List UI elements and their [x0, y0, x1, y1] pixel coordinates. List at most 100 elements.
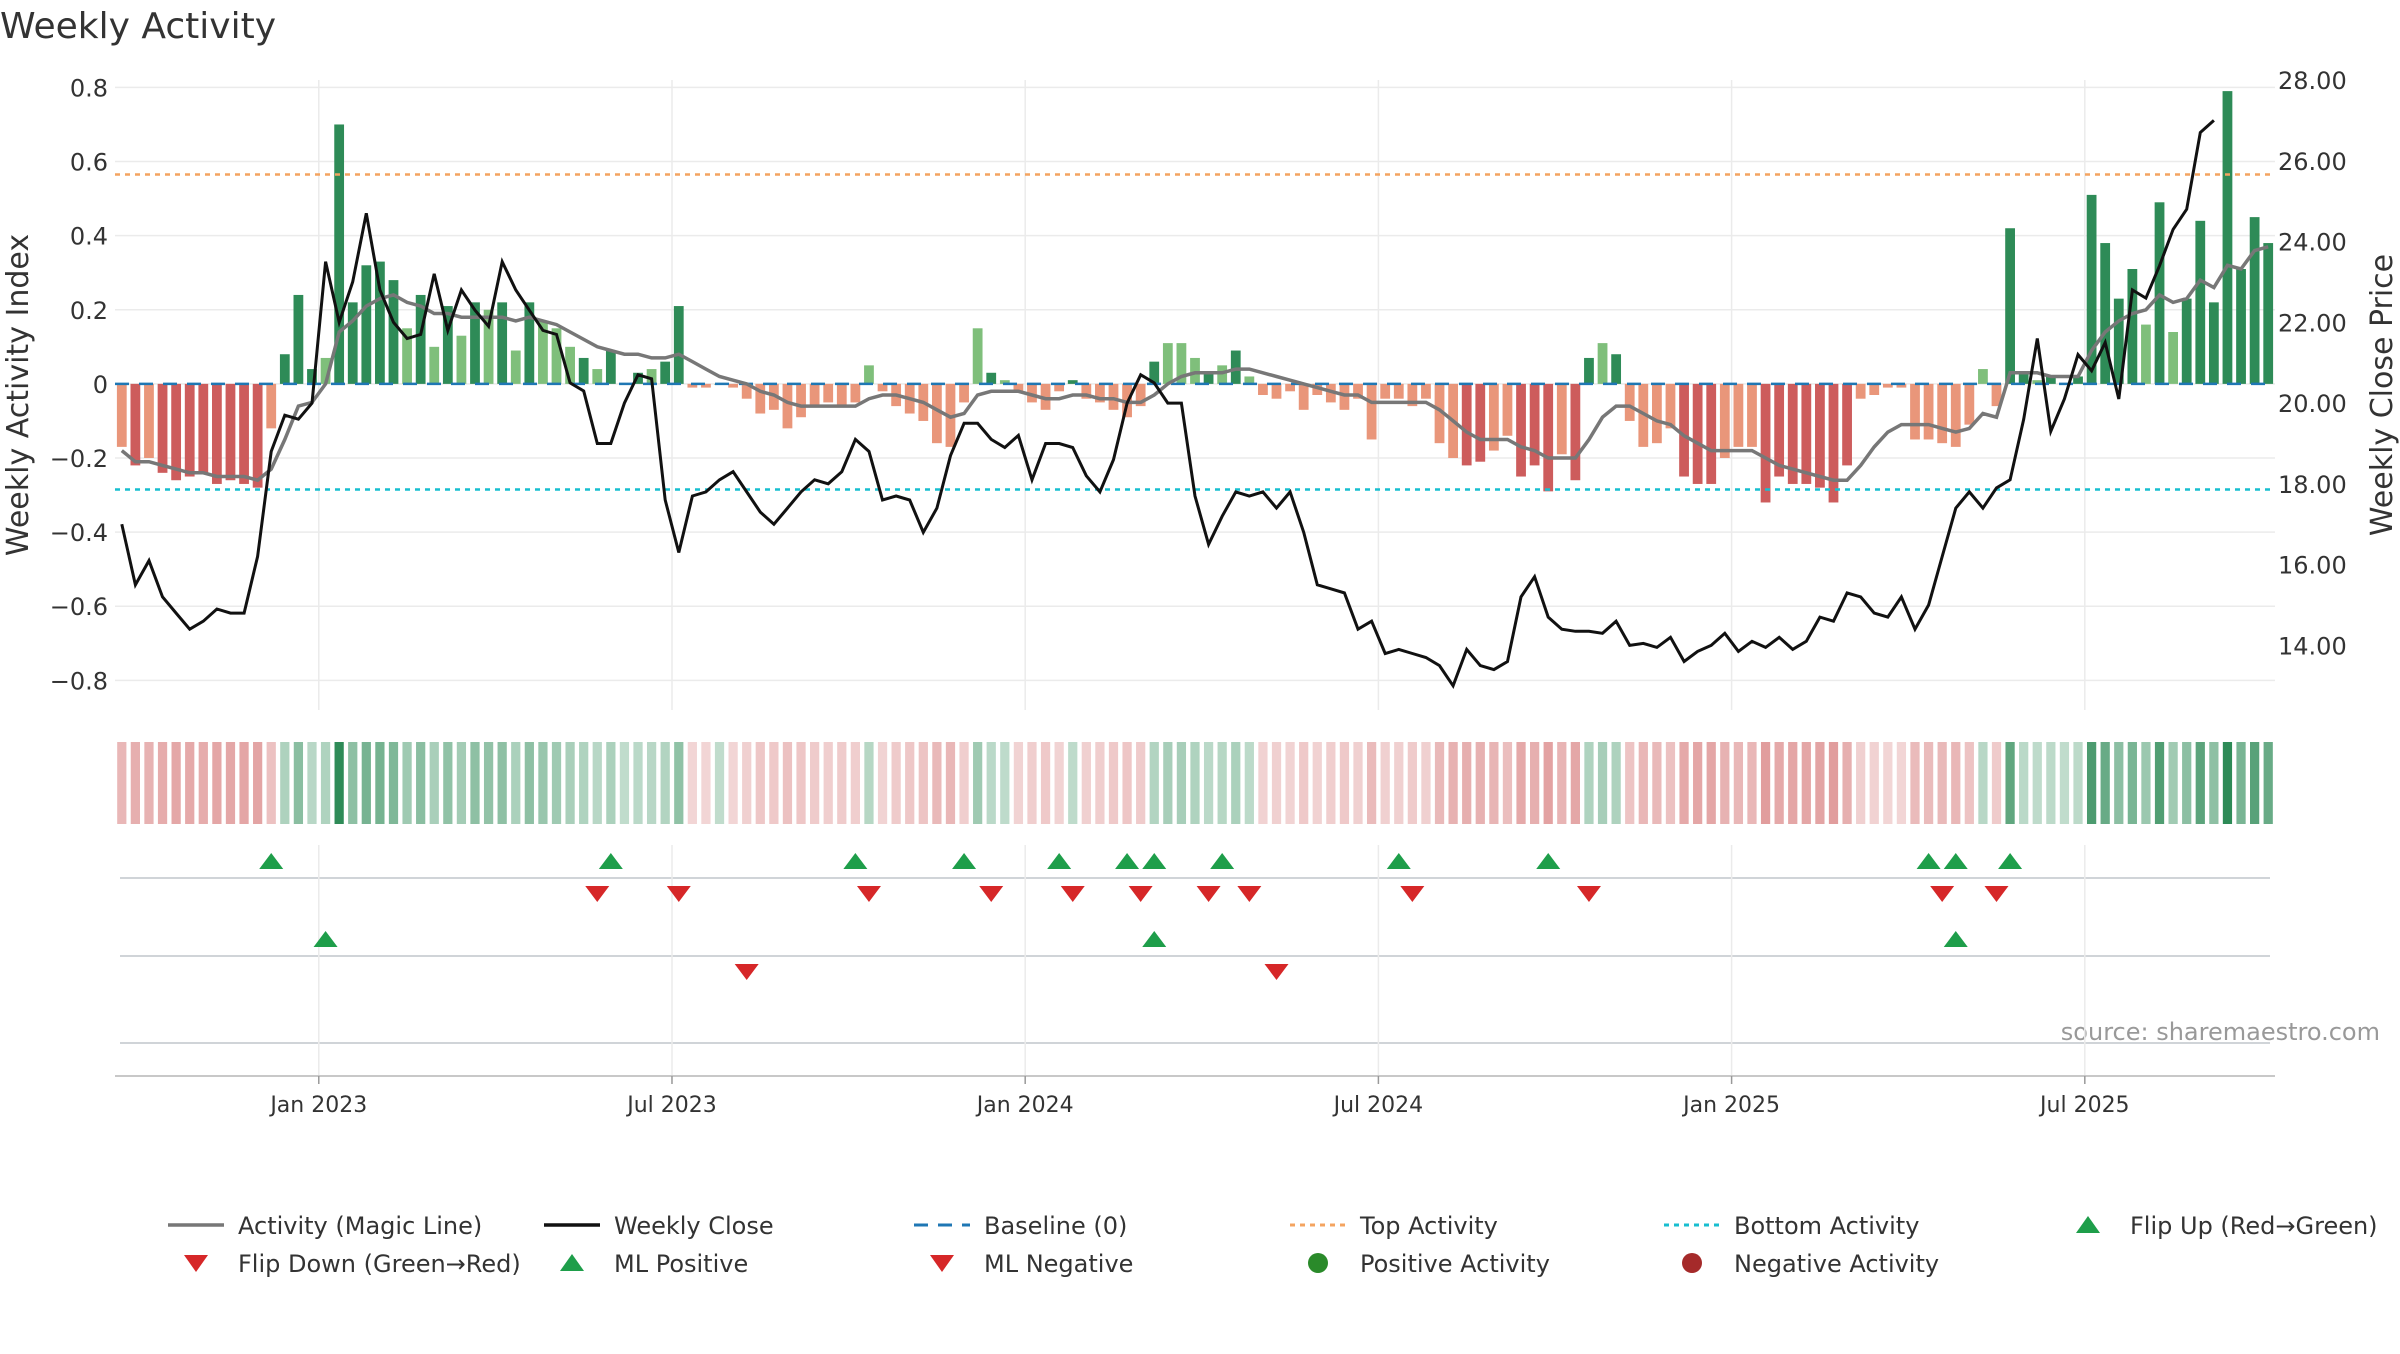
activity-bar [171, 383, 182, 481]
activity-bar [2127, 269, 2138, 384]
activity-bar [1190, 357, 1200, 384]
flip-down-marker [1984, 886, 2009, 902]
heat-cell [1068, 742, 1078, 824]
heat-cell [239, 742, 249, 824]
source-text: source: sharemaestro.com [2061, 1018, 2380, 1046]
flip-down-marker [1060, 886, 1085, 902]
heat-cell [470, 742, 480, 824]
heat-cell [1720, 742, 1730, 824]
y-tick-label-left: 0.2 [70, 297, 108, 325]
activity-bar [1679, 383, 1689, 477]
activity-bar [1176, 343, 1187, 384]
activity-bar [605, 350, 616, 384]
heat-cell [2127, 742, 2137, 824]
activity-bar [1488, 383, 1499, 451]
activity-bar [1217, 365, 1228, 384]
heat-cell [280, 742, 290, 824]
heat-cell [1923, 742, 1934, 824]
heat-cell [2086, 742, 2097, 824]
y-tick-label-right: 24.00 [2278, 229, 2347, 257]
y-axis-left-label: Weekly Activity Index [1, 234, 36, 556]
activity-bar [1339, 383, 1350, 410]
activity-bar [1896, 383, 1907, 388]
heat-cell [1244, 742, 1254, 824]
legend-label: ML Negative [984, 1250, 1133, 1278]
legend-swatch-triangle-down [184, 1255, 208, 1272]
flip-down-marker [585, 886, 610, 902]
heat-cell [606, 742, 616, 824]
activity-bar [986, 372, 997, 384]
y-tick-label-left: −0.2 [50, 445, 108, 473]
heat-cell [2141, 742, 2151, 824]
activity-bar [701, 383, 711, 388]
heat-cell [1339, 742, 1350, 824]
activity-bar [1706, 383, 1717, 484]
heat-cell [1951, 742, 1961, 824]
flip-up-marker [1210, 853, 1235, 869]
ml-positive-marker [313, 931, 338, 947]
heat-cell [1557, 742, 1567, 824]
heat-cell [198, 742, 208, 824]
activity-bar [1393, 383, 1404, 399]
heat-cell [2032, 742, 2042, 824]
heat-cell [1285, 742, 1295, 824]
heat-cell [837, 742, 847, 824]
legend-label: Baseline (0) [984, 1212, 1127, 1240]
heat-cell [2019, 742, 2029, 824]
y-tick-label-right: 14.00 [2278, 632, 2347, 660]
heat-cell [1203, 742, 1214, 824]
heat-cell [1176, 742, 1187, 824]
activity-bar [782, 383, 793, 429]
heat-cell [579, 742, 589, 824]
activity-bar [497, 302, 508, 384]
activity-bar [551, 328, 562, 384]
activity-bar [809, 383, 820, 407]
heat-cell [1530, 742, 1540, 824]
heat-cell [1679, 742, 1689, 824]
heat-cell [511, 742, 521, 824]
heat-cell [375, 742, 385, 824]
activity-bar [1244, 376, 1255, 384]
activity-bar [2168, 332, 2179, 384]
activity-bar [578, 357, 589, 384]
activity-bar [1665, 383, 1676, 429]
heat-cell [1366, 742, 1377, 824]
heat-cell [565, 742, 575, 824]
heat-cell [483, 742, 494, 824]
chart-title: Weekly Activity [0, 6, 276, 47]
activity-bar [266, 383, 277, 429]
heat-cell [1747, 742, 1757, 824]
y-tick-label-right: 16.00 [2278, 552, 2347, 580]
activity-bar [307, 369, 317, 384]
heat-cell [212, 742, 222, 824]
y-tick-label-right: 20.00 [2278, 390, 2347, 418]
heat-cell [1597, 742, 1608, 824]
activity-bar [2100, 243, 2111, 384]
activity-bar [1298, 383, 1309, 410]
activity-bar [1611, 354, 1622, 384]
activity-bar [660, 361, 671, 384]
activity-bar [1285, 383, 1295, 392]
activity-bar [2249, 217, 2260, 384]
heat-cell [1869, 742, 1879, 824]
legend-swatch-triangle-up [560, 1254, 584, 1271]
activity-bar [1910, 383, 1920, 440]
heat-cell [1040, 742, 1051, 824]
heat-cell [1136, 742, 1146, 824]
activity-bar [592, 369, 603, 384]
heat-cell [905, 742, 915, 824]
activity-bar [1828, 383, 1839, 503]
activity-bar [442, 306, 453, 384]
heat-cell [538, 742, 548, 824]
heat-cell [497, 742, 507, 824]
y-tick-label-left: −0.4 [50, 519, 108, 547]
heat-cell [266, 742, 276, 824]
heat-cell [2182, 742, 2192, 824]
activity-bar [1475, 383, 1486, 462]
activity-bar [1733, 383, 1744, 447]
activity-bar [144, 383, 154, 458]
heat-cell [2154, 742, 2165, 824]
heat-cell [1570, 742, 1580, 824]
activity-bar [687, 383, 698, 388]
